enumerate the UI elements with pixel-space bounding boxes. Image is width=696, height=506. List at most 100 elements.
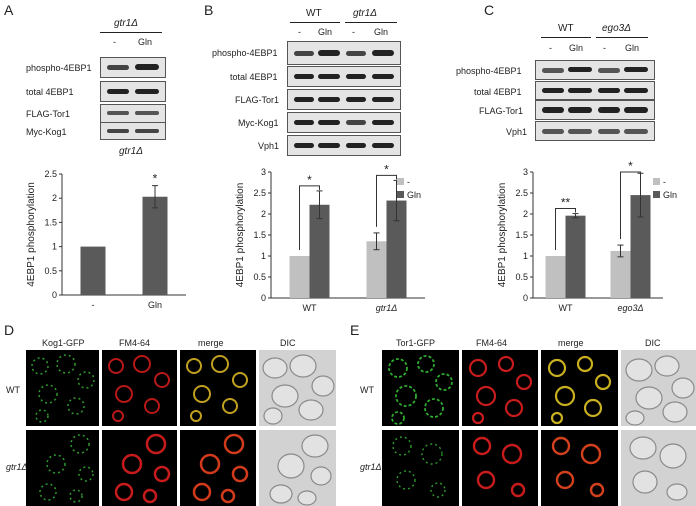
panel-c-lane: -: [549, 43, 552, 53]
bar: [142, 196, 168, 295]
merge-image-wt: [180, 350, 256, 426]
y-tick-label: 0: [261, 293, 266, 303]
significance-bracket: [299, 185, 320, 250]
panel-b-blot: [287, 66, 401, 87]
panel-c-blot-label: phospho-4EBP1: [456, 66, 522, 76]
bar: [610, 250, 631, 298]
panel-b-group-label: WT: [306, 8, 322, 19]
panel-d-column-label: Kog1-GFP: [42, 338, 85, 348]
merge-image-gtr1: [180, 430, 256, 506]
fm4-64-image-wt: [102, 350, 177, 426]
significance-marker: *: [307, 173, 312, 187]
y-tick-label: 2.5: [44, 169, 57, 179]
panel-c-blot-label: total 4EBP1: [474, 87, 522, 97]
panel-b-lane: Gln: [374, 27, 389, 37]
y-axis-label: 4EBP1 phosphorylation: [235, 183, 246, 288]
significance-marker: *: [628, 160, 633, 173]
panel-a-lane-2: Gln: [138, 37, 153, 47]
panel-c-group-line: [596, 37, 648, 38]
y-tick-label: 0.5: [44, 266, 57, 276]
panel-b-lane: -: [298, 27, 301, 37]
tor1-gfp-image-wt: [382, 350, 459, 426]
y-tick-label: 0: [523, 293, 528, 303]
significance-marker: *: [153, 172, 158, 186]
y-tick-label: 1.5: [515, 230, 528, 240]
bar: [630, 195, 651, 298]
bar: [80, 246, 106, 295]
y-tick-label: 2: [52, 193, 57, 203]
x-tick-label: WT: [303, 303, 317, 313]
dic-image-gtr1: [621, 430, 696, 506]
y-tick-label: 3: [523, 167, 528, 177]
y-axis-label: 4EBP1 phosphorylation: [497, 183, 508, 288]
panel-b-blot-label: Myc-Kog1: [238, 118, 279, 128]
bar: [366, 241, 387, 298]
x-tick-label: -: [92, 300, 95, 310]
y-tick-label: 2: [261, 209, 266, 219]
panel-a-blot-label: FLAG-Tor1: [26, 109, 71, 119]
bar: [309, 204, 330, 298]
kog1-gfp-image-wt: [26, 350, 99, 426]
panel-d-letter: D: [4, 322, 15, 338]
kog1-gfp-image-gtr1: [26, 430, 99, 506]
panel-c-group-label: ego3Δ: [602, 23, 631, 34]
bar: [386, 200, 407, 298]
panel-c-bar-chart: 0 0.5 1 1.5 2 2.5 3 4EBP1 phosphorylation WT ** eg…: [497, 160, 677, 313]
panel-b-letter: B: [204, 2, 214, 18]
panel-c-blot: [535, 121, 655, 141]
panel-a-blot-label: phospho-4EBP1: [26, 63, 92, 73]
significance-bracket: [555, 208, 576, 250]
y-tick-label: 1: [261, 251, 266, 261]
panel-b-blot: [287, 135, 401, 156]
panel-a-lane-1: -: [113, 37, 116, 47]
fm4-64-image-wt: [462, 350, 538, 426]
panel-a-blot: [100, 81, 166, 102]
x-tick-label: WT: [559, 303, 573, 313]
tor1-gfp-image-gtr1: [382, 430, 459, 506]
y-tick-label: 0.5: [253, 272, 266, 282]
x-tick-label: Gln: [148, 300, 162, 310]
panel-b-blot-label: Vph1: [258, 141, 280, 151]
dic-image-gtr1: [259, 430, 336, 506]
merge-image-gtr1: [541, 430, 618, 506]
x-tick-label: ego3Δ: [617, 303, 643, 313]
panel-a-blot: [100, 104, 166, 123]
panel-c-group-line: [541, 37, 591, 38]
panel-b-blot: [287, 112, 401, 133]
panel-c-blot: [535, 60, 655, 80]
panel-c-lane: Gln: [569, 43, 584, 53]
y-tick-label: 1: [523, 251, 528, 261]
panel-b-bar-chart: 0 0.5 1 1.5 2 2.5 3 4EBP1 phosphorylation WT * gtr…: [235, 162, 425, 313]
merge-image-wt: [541, 350, 618, 426]
legend-label: -: [407, 177, 410, 187]
panel-a-blot: [100, 57, 166, 78]
panel-a-blot-label: total 4EBP1: [26, 87, 74, 97]
fm4-64-image-gtr1: [462, 430, 538, 506]
panel-c-blot: [535, 100, 655, 120]
panel-b-group-line: [345, 22, 397, 23]
bar: [565, 215, 586, 298]
fm4-64-image-gtr1: [102, 430, 177, 506]
y-tick-label: 1: [52, 242, 57, 252]
y-tick-label: 2.5: [253, 188, 266, 198]
panel-d-column-label: FM4-64: [119, 338, 151, 348]
panel-d-row-label: gtr1Δ: [6, 462, 28, 472]
y-axis-label: 4EBP1 phosphorylation: [26, 182, 37, 287]
panel-b-group-line: [290, 22, 340, 23]
panel-c-lane: -: [603, 43, 606, 53]
legend-label: -: [663, 177, 666, 187]
bar: [289, 256, 310, 298]
y-tick-label: 0.5: [515, 272, 528, 282]
panel-d-column-label: merge: [198, 338, 224, 348]
y-tick-label: 2: [523, 209, 528, 219]
y-tick-label: 0: [52, 290, 57, 300]
y-tick-label: 1.5: [253, 230, 266, 240]
panel-c-letter: C: [484, 2, 495, 18]
panel-c-lane: Gln: [625, 43, 640, 53]
panel-b-blot-label: FLAG-Tor1: [235, 95, 280, 105]
panel-a-blot-label: Myc-Kog1: [26, 127, 67, 137]
y-tick-label: 1.5: [44, 217, 57, 227]
panel-b-group-label: gtr1Δ: [353, 8, 377, 19]
significance-bracket: [620, 171, 641, 240]
panel-e-letter: E: [350, 322, 360, 338]
